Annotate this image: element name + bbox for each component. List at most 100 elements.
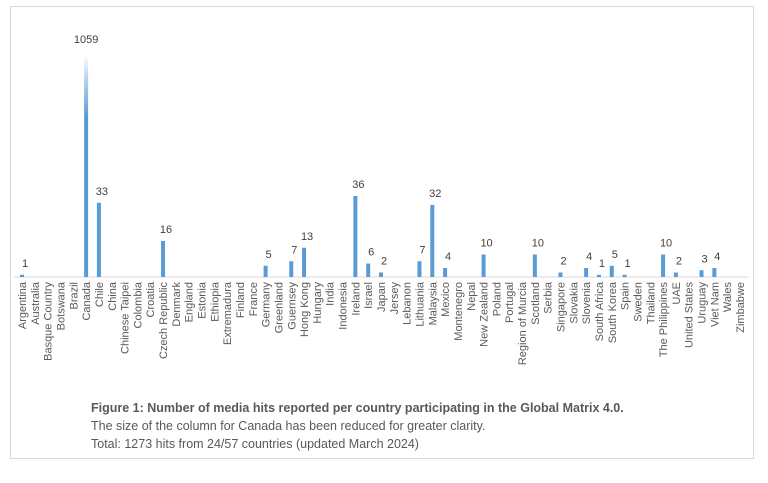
x-tick-label: Botswana	[55, 281, 67, 330]
bar-the-philippines	[661, 254, 666, 277]
x-tick-label: India	[325, 281, 337, 306]
x-tick-label: Singapore	[556, 282, 568, 332]
data-label: 3	[701, 253, 707, 265]
bar-uruguay	[699, 270, 704, 277]
x-tick-label: Israel	[363, 282, 375, 309]
data-label: 4	[445, 251, 451, 263]
x-tick-label: Zimbabwe	[735, 282, 747, 333]
bar-argentina	[20, 274, 24, 277]
data-label: 4	[586, 251, 592, 263]
bar-hong-kong	[302, 247, 307, 277]
x-tick-label: Viet Nam	[709, 282, 721, 327]
bar-lithuania	[417, 261, 422, 277]
bar-spain	[622, 274, 627, 277]
bar-czech-republic	[161, 241, 166, 277]
bar-germany	[263, 265, 268, 277]
bar-new-zealand	[481, 254, 486, 277]
x-tick-label: Ireland	[350, 282, 362, 316]
bar-israel	[366, 263, 371, 277]
data-label: 2	[381, 256, 387, 268]
bar-south-africa	[596, 274, 601, 277]
data-label: 5	[612, 249, 618, 261]
x-tick-label: Colombia	[132, 281, 144, 328]
x-tick-label: Malaysia	[427, 281, 439, 325]
x-tick-label: Estonia	[197, 281, 209, 319]
x-tick-label: Spain	[620, 282, 632, 310]
x-tick-label: United States	[684, 282, 696, 349]
caption-note: The size of the column for Canada has be…	[91, 419, 486, 433]
x-tick-label: Jersey	[389, 282, 401, 315]
x-tick-label: Lithuania	[414, 281, 426, 327]
x-tick-label: UAE	[671, 282, 683, 305]
x-tick-label: Croatia	[145, 281, 157, 317]
x-tick-label: Canada	[81, 281, 93, 320]
data-label: 36	[352, 179, 364, 191]
bar-malaysia	[430, 205, 435, 277]
x-tick-label: South Africa	[594, 281, 606, 341]
x-tick-label: Brazil	[68, 282, 80, 310]
data-label: 10	[532, 238, 544, 250]
x-tick-label: Chile	[94, 282, 106, 307]
x-tick-label: Montenegro	[453, 282, 465, 341]
x-tick-label: Denmark	[171, 282, 183, 327]
data-label: 2	[676, 256, 682, 268]
x-tick-label: Australia	[30, 281, 42, 325]
data-label: 7	[419, 244, 425, 256]
data-label: 33	[96, 186, 108, 198]
bar-guernsey	[289, 261, 294, 277]
bar-ireland	[353, 196, 358, 277]
x-tick-label: Japan	[376, 282, 388, 312]
caption-total: Total: 1273 hits from 24/57 countries (u…	[91, 437, 419, 451]
x-tick-label: Finland	[235, 282, 247, 318]
data-label: 16	[160, 224, 172, 236]
x-tick-label: Indonesia	[338, 281, 350, 330]
x-tick-label: Extremadura	[222, 281, 234, 345]
bar-uae	[673, 272, 678, 277]
data-label: 5	[266, 249, 272, 261]
data-label: 1	[625, 258, 631, 270]
x-tick-label: Germany	[261, 282, 273, 328]
x-tick-label: Serbia	[543, 281, 555, 314]
data-label: 1	[599, 258, 605, 270]
x-tick-label: China	[107, 281, 119, 311]
data-label: 4	[714, 251, 720, 263]
x-tick-label: New Zealand	[479, 282, 491, 347]
data-label: 1	[22, 258, 28, 270]
caption-title: Figure 1: Number of media hits reported …	[91, 401, 624, 415]
x-tick-label: Greenland	[273, 282, 285, 333]
data-label: 6	[368, 247, 374, 259]
data-label: 2	[560, 256, 566, 268]
x-tick-label: Portugal	[504, 282, 516, 323]
x-tick-label: Poland	[491, 282, 503, 316]
x-tick-label: South Korea	[607, 281, 619, 343]
chart-frame	[10, 6, 754, 459]
x-tick-label: The Philippines	[658, 282, 670, 358]
data-label: 13	[301, 231, 313, 243]
data-label: 7	[291, 244, 297, 256]
x-tick-label: Argentina	[17, 281, 29, 329]
figure-caption: Figure 1: Number of media hits reported …	[91, 399, 731, 453]
data-label: 32	[429, 188, 441, 200]
x-tick-label: Nepal	[466, 282, 478, 311]
x-tick-label: Chinese Taipei	[120, 282, 132, 354]
data-label: 1059	[74, 34, 98, 46]
x-tick-label: Region of Murcia	[517, 281, 529, 365]
bar-chile	[96, 202, 101, 277]
x-tick-label: Thailand	[645, 282, 657, 324]
x-tick-label: Mexico	[440, 282, 452, 317]
x-tick-label: Wales	[722, 282, 734, 313]
x-tick-label: Czech Republic	[158, 282, 170, 360]
bar-japan	[379, 272, 383, 277]
x-tick-label: Uruguay	[697, 282, 709, 324]
bar-slovenia	[584, 268, 589, 277]
bar-scotland	[532, 254, 537, 277]
x-tick-label: Lebanon	[402, 282, 414, 325]
bar-south-korea	[609, 265, 614, 277]
x-tick-label: Basque Country	[43, 282, 55, 361]
x-tick-label: Scotland	[530, 282, 542, 325]
x-tick-label: Slovenia	[581, 281, 593, 324]
x-tick-label: Hungary	[312, 282, 324, 324]
bar-singapore	[558, 272, 563, 277]
x-tick-label: France	[248, 282, 260, 316]
